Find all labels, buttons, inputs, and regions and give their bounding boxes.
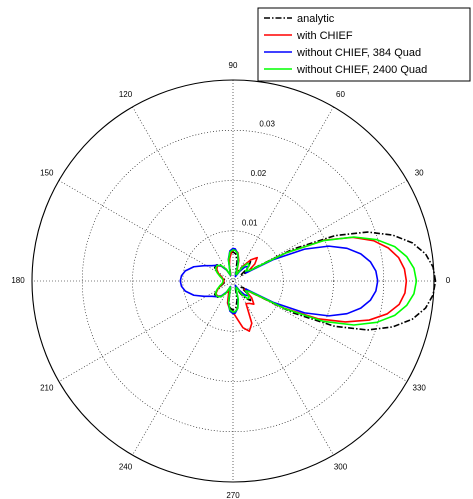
legend-box xyxy=(257,7,471,82)
angle-label-150: 150 xyxy=(40,169,54,178)
angle-label-270: 270 xyxy=(226,491,240,499)
grid-circle-2 xyxy=(132,180,334,382)
radial-label-3: 0.03 xyxy=(259,120,275,129)
angle-label-330: 330 xyxy=(413,384,427,393)
angle-label-210: 210 xyxy=(40,384,54,393)
radial-label-2: 0.02 xyxy=(251,169,267,178)
angle-label-300: 300 xyxy=(334,462,348,471)
legend-label-4: without CHIEF, 2400 Quad xyxy=(296,64,427,76)
series-line-4 xyxy=(214,236,418,326)
series-line-2 xyxy=(215,236,408,332)
angle-label-180: 180 xyxy=(11,276,25,285)
radial-label-1: 0.01 xyxy=(242,219,258,228)
angle-label-90: 90 xyxy=(229,61,238,70)
outer-circle xyxy=(31,79,435,483)
legend-label-3: without CHIEF, 384 Quad xyxy=(296,47,421,59)
legend-label-2: with CHIEF xyxy=(296,30,353,42)
angle-labels: 0 30 60 90 120 150 180 210 240 270 300 330 xyxy=(11,61,450,499)
radial-labels: 0.01 0.02 0.03 xyxy=(242,120,276,228)
legend-label-1: analytic xyxy=(297,13,335,25)
grid-circle-3 xyxy=(81,129,385,433)
angle-label-240: 240 xyxy=(119,462,133,471)
data-series xyxy=(179,231,437,332)
angle-label-30: 30 xyxy=(415,169,424,178)
legend: analytic with CHIEF without CHIEF, 384 Qua… xyxy=(257,7,471,82)
grid-spoke-150 xyxy=(58,180,408,382)
angle-label-60: 60 xyxy=(336,90,345,99)
angle-label-120: 120 xyxy=(119,90,133,99)
series-line-3 xyxy=(179,245,379,317)
angle-label-0: 0 xyxy=(446,276,451,285)
polar-grid xyxy=(31,79,435,483)
